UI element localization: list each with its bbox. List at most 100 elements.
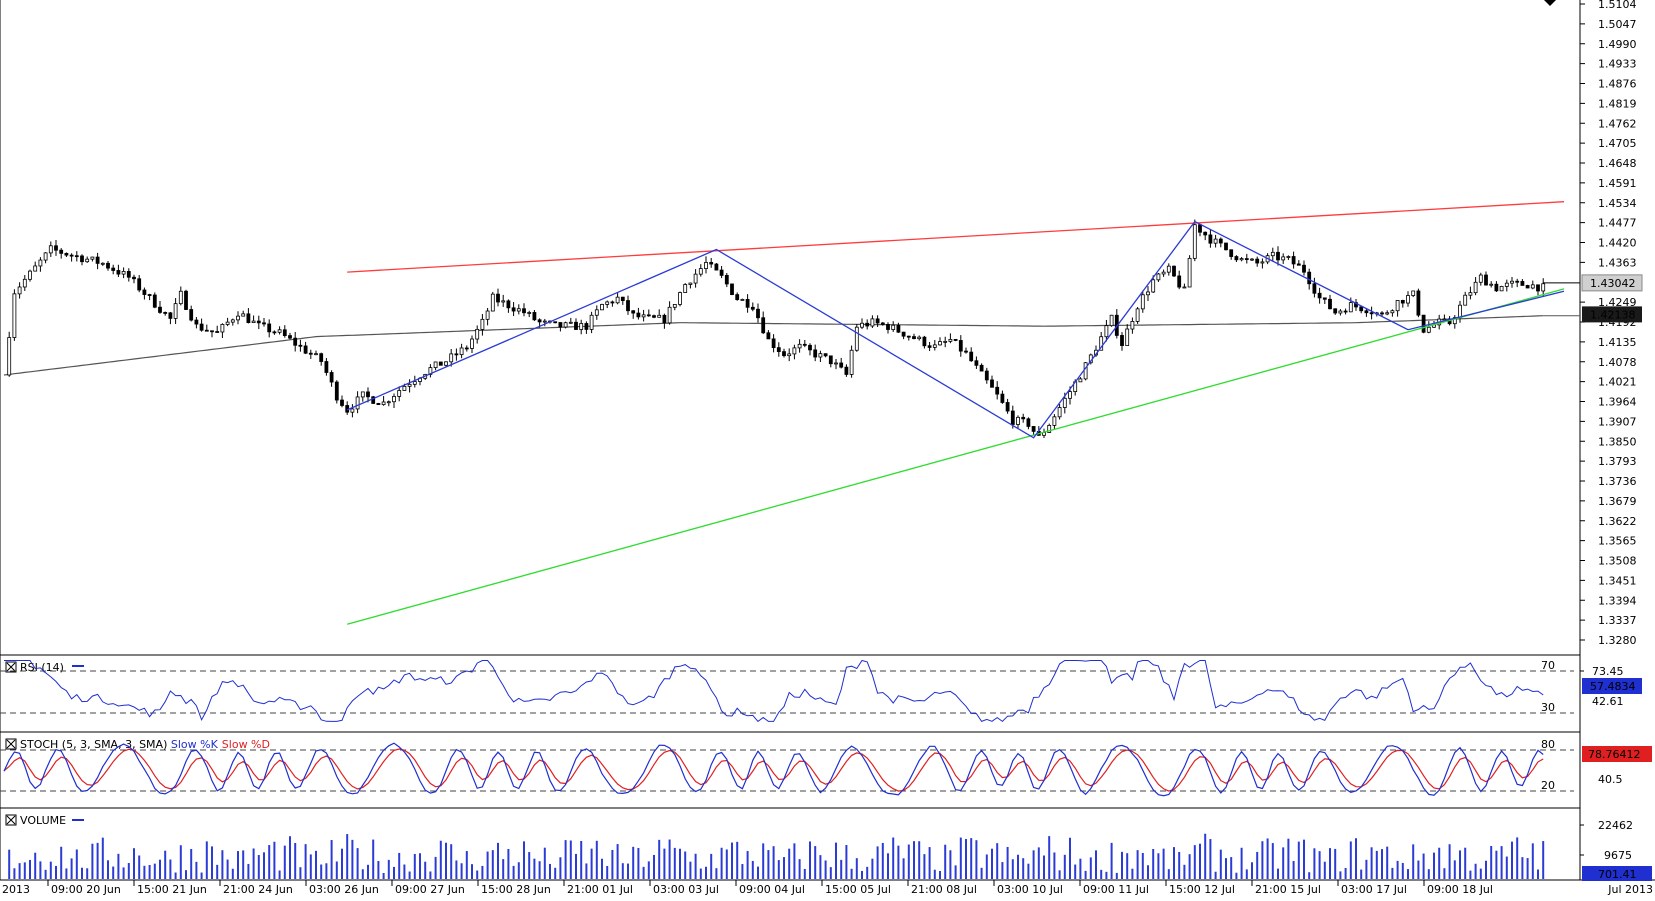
- candle-body: [173, 303, 178, 319]
- candle-body: [1021, 416, 1026, 420]
- support-trend-line[interactable]: [347, 288, 1565, 625]
- price-tick-label: 1.3679: [1598, 495, 1637, 508]
- candle-body: [282, 329, 287, 336]
- candle-body: [1348, 302, 1353, 313]
- candle-body: [657, 314, 662, 318]
- stoch-level-20-label: 20: [1541, 779, 1555, 792]
- price-tick-label: 1.3337: [1598, 614, 1637, 627]
- price-tick-label: 1.5047: [1598, 18, 1637, 31]
- candle-body: [1515, 280, 1520, 283]
- time-tick-label: 03:00 26 Jun: [309, 883, 379, 896]
- rsi-value-badge: [1582, 678, 1642, 694]
- candle-body: [1104, 325, 1109, 338]
- candle-body: [1255, 258, 1260, 264]
- price-tick-label: 1.4078: [1598, 356, 1637, 369]
- candle-body: [225, 321, 230, 325]
- candle-body: [199, 323, 204, 331]
- candle-body: [605, 301, 610, 305]
- candle-body: [750, 306, 755, 310]
- volume-title: VOLUME: [20, 814, 66, 827]
- candle-body: [1026, 418, 1031, 427]
- candle-body: [870, 318, 875, 327]
- resistance-trend-line[interactable]: [347, 201, 1565, 273]
- scroll-arrow-icon[interactable]: [1544, 0, 1556, 6]
- candle-body: [1478, 274, 1483, 283]
- candle-body: [329, 372, 334, 383]
- candle-body: [1385, 312, 1390, 315]
- candle-body: [1182, 286, 1187, 289]
- candle-body: [704, 262, 708, 269]
- candle-body: [1364, 310, 1369, 314]
- candle-body: [470, 338, 474, 349]
- volume-value-text: 701.41: [1598, 868, 1637, 881]
- price-tick-label: 1.4135: [1598, 336, 1637, 349]
- candle-body: [204, 329, 209, 332]
- candle-body: [766, 332, 771, 340]
- candle-body: [808, 344, 812, 351]
- candle-body: [922, 336, 927, 347]
- candle-body: [1083, 362, 1088, 380]
- volume-value-badge: [1582, 866, 1652, 881]
- candle-body: [730, 283, 734, 296]
- stoch-level-80-label: 80: [1541, 738, 1555, 751]
- stoch-value-text: 78.76412: [1588, 748, 1641, 761]
- price-tick-label: 1.3565: [1598, 535, 1637, 548]
- candle-body: [1047, 425, 1052, 433]
- price-tick-label: 1.4249: [1598, 296, 1637, 309]
- candle-body: [444, 361, 448, 366]
- candle-body: [542, 320, 547, 323]
- candle-body: [1052, 416, 1057, 426]
- candle-body: [381, 401, 386, 405]
- candle-body: [802, 343, 807, 346]
- candle-body: [875, 318, 880, 324]
- candle-body: [1499, 286, 1504, 292]
- candle-body: [714, 263, 719, 271]
- candle-body: [1062, 397, 1067, 408]
- candle-body: [782, 351, 786, 357]
- candle-body: [100, 262, 105, 265]
- candle-body: [1291, 256, 1296, 265]
- candle-body: [1192, 224, 1197, 259]
- candle-body: [1406, 295, 1410, 304]
- candle-body: [230, 319, 235, 323]
- candle-body: [277, 329, 282, 333]
- candle-body: [142, 289, 147, 295]
- candle-body: [1000, 393, 1005, 403]
- candle-body: [906, 335, 911, 338]
- time-tick-label: 15:00 12 Jul: [1169, 883, 1235, 896]
- time-axis-right-label: Jul 2013: [1607, 883, 1653, 896]
- candle-body: [7, 337, 12, 376]
- candle-body: [459, 347, 464, 356]
- candle-body: [1203, 231, 1208, 236]
- rsi-close-x-icon: [6, 662, 16, 672]
- candle-body: [106, 262, 110, 269]
- candle-body: [771, 338, 776, 349]
- candle-body: [506, 300, 511, 309]
- candle-body: [438, 361, 443, 366]
- candle-body: [1218, 238, 1223, 244]
- rsi-scale-low: 42.61: [1592, 695, 1624, 708]
- price-tick-label: 1.4363: [1598, 256, 1637, 269]
- candle-body: [74, 255, 79, 258]
- time-tick-label: 15:00 28 Jun: [481, 883, 551, 896]
- candle-body: [1530, 284, 1535, 289]
- zigzag-pattern-line[interactable]: [346, 220, 1565, 439]
- candle-body: [1031, 426, 1036, 432]
- candle-body: [246, 313, 251, 324]
- candle-body: [652, 315, 656, 318]
- candle-body: [943, 340, 948, 343]
- candle-body: [194, 319, 199, 325]
- candle-body: [256, 320, 261, 324]
- stoch-value-badge: [1582, 746, 1652, 762]
- time-tick-label: 21:00 15 Jul: [1255, 883, 1321, 896]
- candle-body: [433, 361, 438, 369]
- candle-body: [33, 265, 38, 272]
- last-price-text: 1.43042: [1590, 277, 1636, 290]
- candle-body: [787, 353, 792, 357]
- candle-body: [1244, 258, 1249, 260]
- candle-body: [584, 323, 589, 330]
- candle-body: [1322, 297, 1327, 300]
- price-axis-ticks: 1.5104 1.5047 1.4990 1.4933 1.4876 1.4819 1.47…: [1580, 0, 1637, 647]
- price-tick-label: 1.3622: [1598, 515, 1637, 528]
